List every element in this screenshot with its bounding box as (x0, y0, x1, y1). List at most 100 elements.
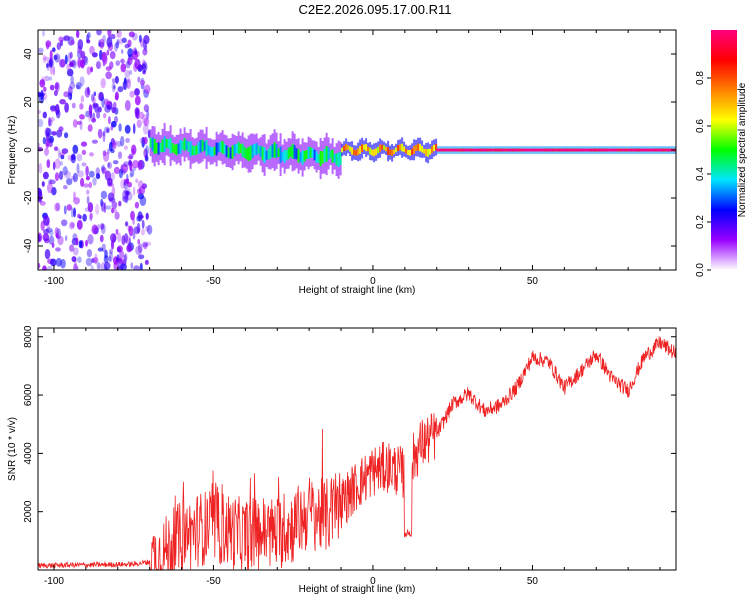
spectrogram-cell (151, 137, 154, 152)
spectrogram-cell (46, 265, 53, 270)
spectrogram-cell (116, 245, 123, 253)
spectrogram-cell (48, 57, 55, 69)
spectrogram-cell (42, 54, 47, 64)
spectrogram-cell (115, 60, 121, 66)
spectrogram-cell (125, 60, 131, 69)
spectrogram-cell (283, 149, 286, 163)
spectrogram-y-tick-label: 20 (23, 96, 34, 108)
spectrogram-cell (93, 102, 99, 108)
spectrogram-cell (135, 178, 139, 184)
spectrogram-cell (138, 254, 145, 260)
spectrogram-cell (253, 143, 256, 156)
spectrogram-cell (442, 149, 445, 151)
spectrogram-cell (117, 232, 122, 243)
spectrogram-cell (433, 144, 436, 152)
spectrogram-cell (88, 111, 91, 123)
spectrogram-cell (112, 160, 119, 165)
spectrogram-cell (110, 172, 115, 181)
spectrogram-cell (100, 78, 106, 89)
spectrogram-cell (137, 76, 141, 83)
spectrogram-cell (112, 78, 115, 83)
spectrogram-cell (165, 138, 168, 148)
spectrogram-cell (97, 128, 103, 139)
colorbar-tick-label: 0.4 (695, 167, 706, 181)
spectrogram-cell (83, 183, 90, 188)
spectrogram-cell (235, 143, 238, 154)
spectrogram-cell (128, 159, 132, 166)
spectrogram-cell (327, 147, 330, 160)
spectrogram-cell (454, 149, 457, 151)
spectrogram-cell (138, 111, 145, 120)
spectrogram-cell (596, 149, 599, 151)
spectrogram-cell (600, 149, 603, 151)
colorbar-tick-label: 0.8 (695, 71, 706, 85)
snr-y-tick-label: 4000 (23, 442, 34, 465)
spectrogram-cell (429, 148, 432, 155)
spectrogram-cell (76, 163, 80, 174)
spectrogram-y-label: Frequency (Hz) (7, 116, 18, 185)
spectrogram-cell (500, 149, 503, 151)
spectrogram-cell (76, 84, 80, 90)
spectrogram-cell (77, 213, 81, 219)
spectrogram-cell (103, 255, 109, 264)
spectrogram-cell (43, 228, 50, 235)
spectrogram-cell (141, 228, 145, 236)
spectrogram-cell (145, 145, 149, 156)
spectrogram-cell (132, 123, 136, 135)
spectrogram-cell (62, 166, 68, 176)
spectrogram-cell (383, 145, 386, 150)
spectrogram-cell (536, 149, 539, 151)
spectrogram-cell (448, 149, 451, 151)
spectrogram-cell (122, 195, 129, 203)
spectrogram-cell (303, 151, 306, 162)
spectrogram-x-tick-label: 50 (527, 276, 539, 287)
spectrogram-cell (88, 181, 93, 189)
spectrogram-cell (48, 135, 54, 144)
spectrogram-cell (279, 146, 282, 163)
spectrogram-cell (43, 86, 47, 92)
spectrogram-cell (120, 135, 125, 147)
spectrogram-cell (48, 58, 53, 68)
spectrogram-cell (117, 86, 124, 93)
spectrogram-y-tick-label: 40 (23, 48, 34, 60)
spectrogram-cell (518, 149, 521, 151)
spectrogram-cell (48, 76, 53, 81)
spectrogram-cell (80, 95, 85, 103)
spectrogram-cell (104, 266, 108, 270)
spectrogram-cell (576, 149, 579, 151)
spectrogram-cell (438, 149, 441, 151)
colorbar: 0.0 0.2 0.4 0.6 0.8 Normalized spectral ampl… (695, 30, 748, 277)
snr-y-tick-label: 8000 (23, 325, 34, 348)
spectrogram-cell (54, 172, 60, 182)
spectrogram-cell (508, 149, 511, 151)
spectrogram-cell (273, 142, 276, 158)
spectrogram-cell (610, 149, 613, 151)
spectrogram-cell (556, 149, 559, 151)
spectrogram-cell (95, 203, 100, 215)
spectrogram-cell (490, 149, 493, 151)
spectrogram-cell (72, 119, 78, 128)
spectrogram-cell (117, 151, 123, 159)
spectrogram-cell (107, 116, 111, 125)
spectrogram-cell (89, 152, 94, 157)
spectrogram-region-weak-signal (149, 123, 342, 180)
spectrogram-cell (143, 148, 148, 159)
spectrogram-cell (562, 149, 565, 151)
spectrogram-cell (123, 254, 127, 266)
spectrogram-cell (143, 136, 148, 145)
spectrogram-cell (538, 149, 541, 151)
spectrogram-cell (63, 35, 70, 41)
spectrogram-cell (249, 145, 252, 161)
spectrogram-cell (375, 148, 378, 156)
spectrogram-cell (38, 262, 41, 269)
spectrogram-cell (482, 149, 485, 151)
spectrogram-cell (38, 109, 42, 115)
spectrogram-cell (97, 91, 104, 101)
spectrogram-cell (548, 149, 551, 151)
spectrogram-cell (85, 239, 88, 247)
spectrogram-cell (510, 149, 513, 151)
spectrogram-cell (241, 143, 244, 157)
spectrogram-cell (153, 139, 156, 154)
spectrogram-cell (377, 146, 380, 154)
spectrogram-cell (205, 140, 208, 156)
